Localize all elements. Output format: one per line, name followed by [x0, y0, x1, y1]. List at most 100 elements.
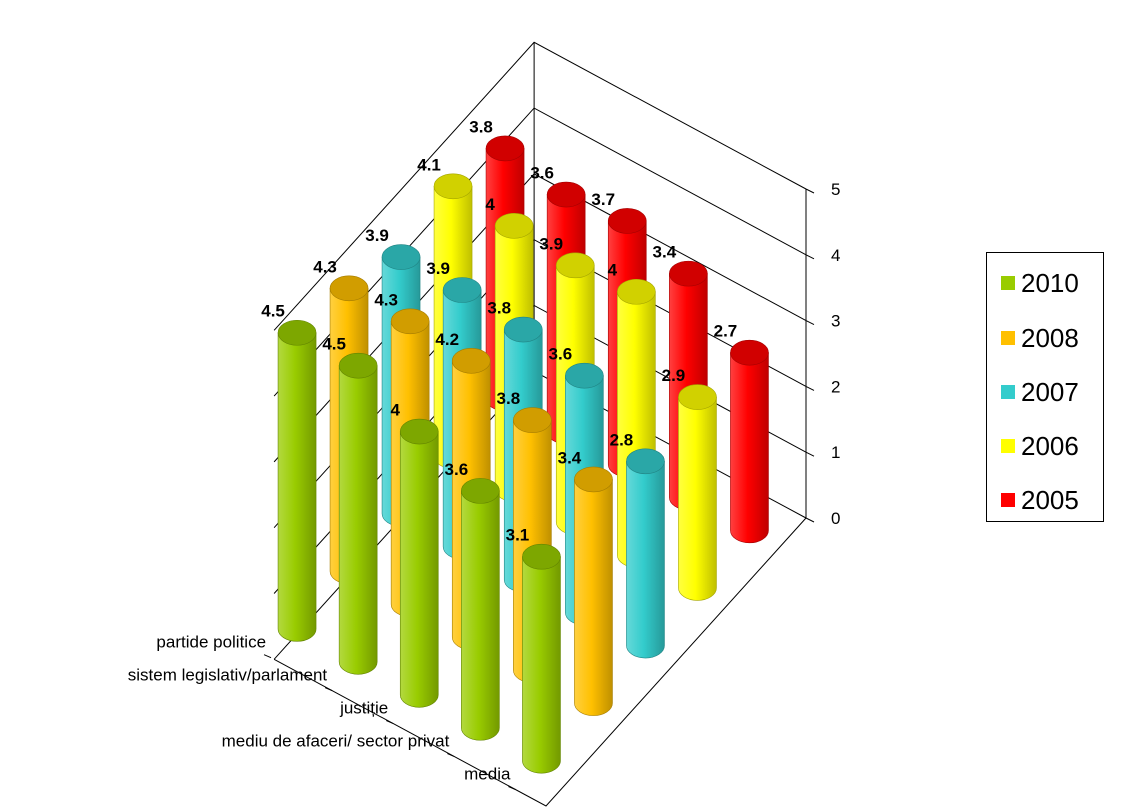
- data-label: 4.5: [261, 302, 285, 321]
- bar-body: [338, 365, 378, 675]
- bar-body: [399, 431, 439, 708]
- legend-label-2006: 2006: [1021, 431, 1079, 461]
- legend-label-2010: 2010: [1021, 268, 1079, 298]
- value-tick-label: 5: [831, 180, 840, 199]
- data-label: 4: [485, 195, 495, 214]
- data-label: 4.5: [322, 335, 346, 354]
- bar-top: [555, 252, 595, 279]
- value-tick: [805, 385, 815, 391]
- category-tick: [386, 720, 394, 725]
- bar-top: [617, 278, 656, 305]
- category-tick: [263, 654, 272, 659]
- bar-top: [442, 277, 482, 303]
- category-label: justiție: [339, 699, 388, 718]
- category-label: sistem legislativ/parlament: [128, 666, 328, 685]
- data-label: 2.9: [662, 366, 686, 385]
- data-label: 4.1: [417, 155, 441, 174]
- bar-body: [730, 352, 769, 544]
- bar-2008-5: [574, 466, 613, 716]
- legend-label-2007: 2007: [1021, 377, 1079, 407]
- bar-top: [503, 316, 543, 343]
- value-tick: [805, 188, 815, 194]
- bar-top: [626, 448, 665, 475]
- bar-top: [485, 135, 525, 162]
- legend-item-2008: 2008: [1001, 323, 1079, 353]
- data-label: 3.9: [426, 259, 450, 278]
- legend-item-2010: 2010: [1001, 268, 1079, 298]
- legend-swatch-2006: [1001, 439, 1015, 453]
- bar-body: [626, 460, 665, 659]
- legend-swatch-2007: [1001, 385, 1015, 399]
- category-label: partide politice: [156, 633, 266, 652]
- bar-top: [522, 543, 561, 570]
- value-tick: [805, 517, 815, 523]
- bar-top: [390, 308, 430, 335]
- bar-top: [574, 466, 613, 493]
- data-label: 3.6: [445, 460, 469, 479]
- value-tick-label: 1: [831, 443, 840, 462]
- bar-body: [522, 556, 561, 774]
- data-label: 2.7: [714, 322, 738, 341]
- bar-top: [730, 339, 769, 366]
- value-tick-label: 2: [831, 377, 840, 396]
- data-label: 4.3: [374, 290, 398, 309]
- legend-item-2005: 2005: [1001, 485, 1079, 515]
- data-label: 3.8: [469, 117, 493, 136]
- bar-2010-3: [399, 418, 439, 708]
- chart-bars: [277, 135, 769, 774]
- bar-top: [494, 213, 534, 239]
- data-label: 3.4: [558, 448, 582, 467]
- bar-top: [546, 181, 586, 208]
- bar-top: [451, 348, 491, 374]
- data-label: 3.9: [365, 226, 389, 245]
- bar-top: [607, 208, 647, 234]
- legend-swatch-2008: [1001, 331, 1015, 345]
- bar-top: [329, 275, 369, 302]
- bar-top: [338, 352, 378, 379]
- value-tick-label: 4: [831, 246, 840, 265]
- bar-top: [565, 362, 604, 389]
- category-label: mediu de afaceri/ sector privat: [222, 732, 450, 751]
- value-tick: [805, 451, 815, 457]
- legend-swatch-2010: [1001, 276, 1015, 290]
- legend-item-2006: 2006: [1001, 431, 1079, 461]
- bar-2005-5: [730, 339, 769, 544]
- chart-axes: 0 1 2 3 4 5 partide politice sistem legislativ/…: [128, 180, 840, 790]
- data-label: 4.2: [435, 330, 459, 349]
- chart-floor: [273, 517, 807, 807]
- bar-2006-5: [678, 384, 717, 601]
- value-tick: [805, 320, 815, 326]
- data-label: 3.8: [487, 299, 511, 318]
- bar-top: [277, 319, 317, 346]
- legend-label-2005: 2005: [1021, 485, 1079, 515]
- data-label: 2.8: [610, 430, 634, 449]
- bar-top: [381, 244, 421, 270]
- category-tick: [447, 753, 455, 758]
- data-label: 3.8: [497, 389, 521, 408]
- category-tick: [324, 687, 333, 692]
- bar-top: [399, 418, 439, 445]
- category-tick: [508, 786, 516, 790]
- category-label: media: [464, 765, 511, 784]
- data-label: 3.9: [539, 234, 563, 253]
- bar-2007-5: [626, 448, 665, 659]
- bar-body: [277, 332, 317, 642]
- data-label: 3.6: [549, 345, 573, 364]
- floor-front-edges: [273, 517, 807, 807]
- data-label: 4.3: [313, 257, 337, 276]
- bar-top: [513, 407, 552, 433]
- data-label: 3.4: [653, 243, 677, 262]
- data-label: 3.7: [591, 190, 615, 209]
- bar-top: [669, 260, 708, 287]
- data-label: 3.1: [506, 526, 530, 545]
- bar-2010-5: [522, 543, 561, 774]
- bar-top: [461, 478, 500, 504]
- data-label: 4: [391, 401, 401, 420]
- bar-body: [574, 479, 613, 716]
- bar-2010-4: [461, 478, 500, 741]
- legend-swatch-2005: [1001, 493, 1015, 507]
- legend-item-2007: 2007: [1001, 377, 1079, 407]
- bar-body: [678, 396, 717, 601]
- bar-top: [433, 173, 473, 200]
